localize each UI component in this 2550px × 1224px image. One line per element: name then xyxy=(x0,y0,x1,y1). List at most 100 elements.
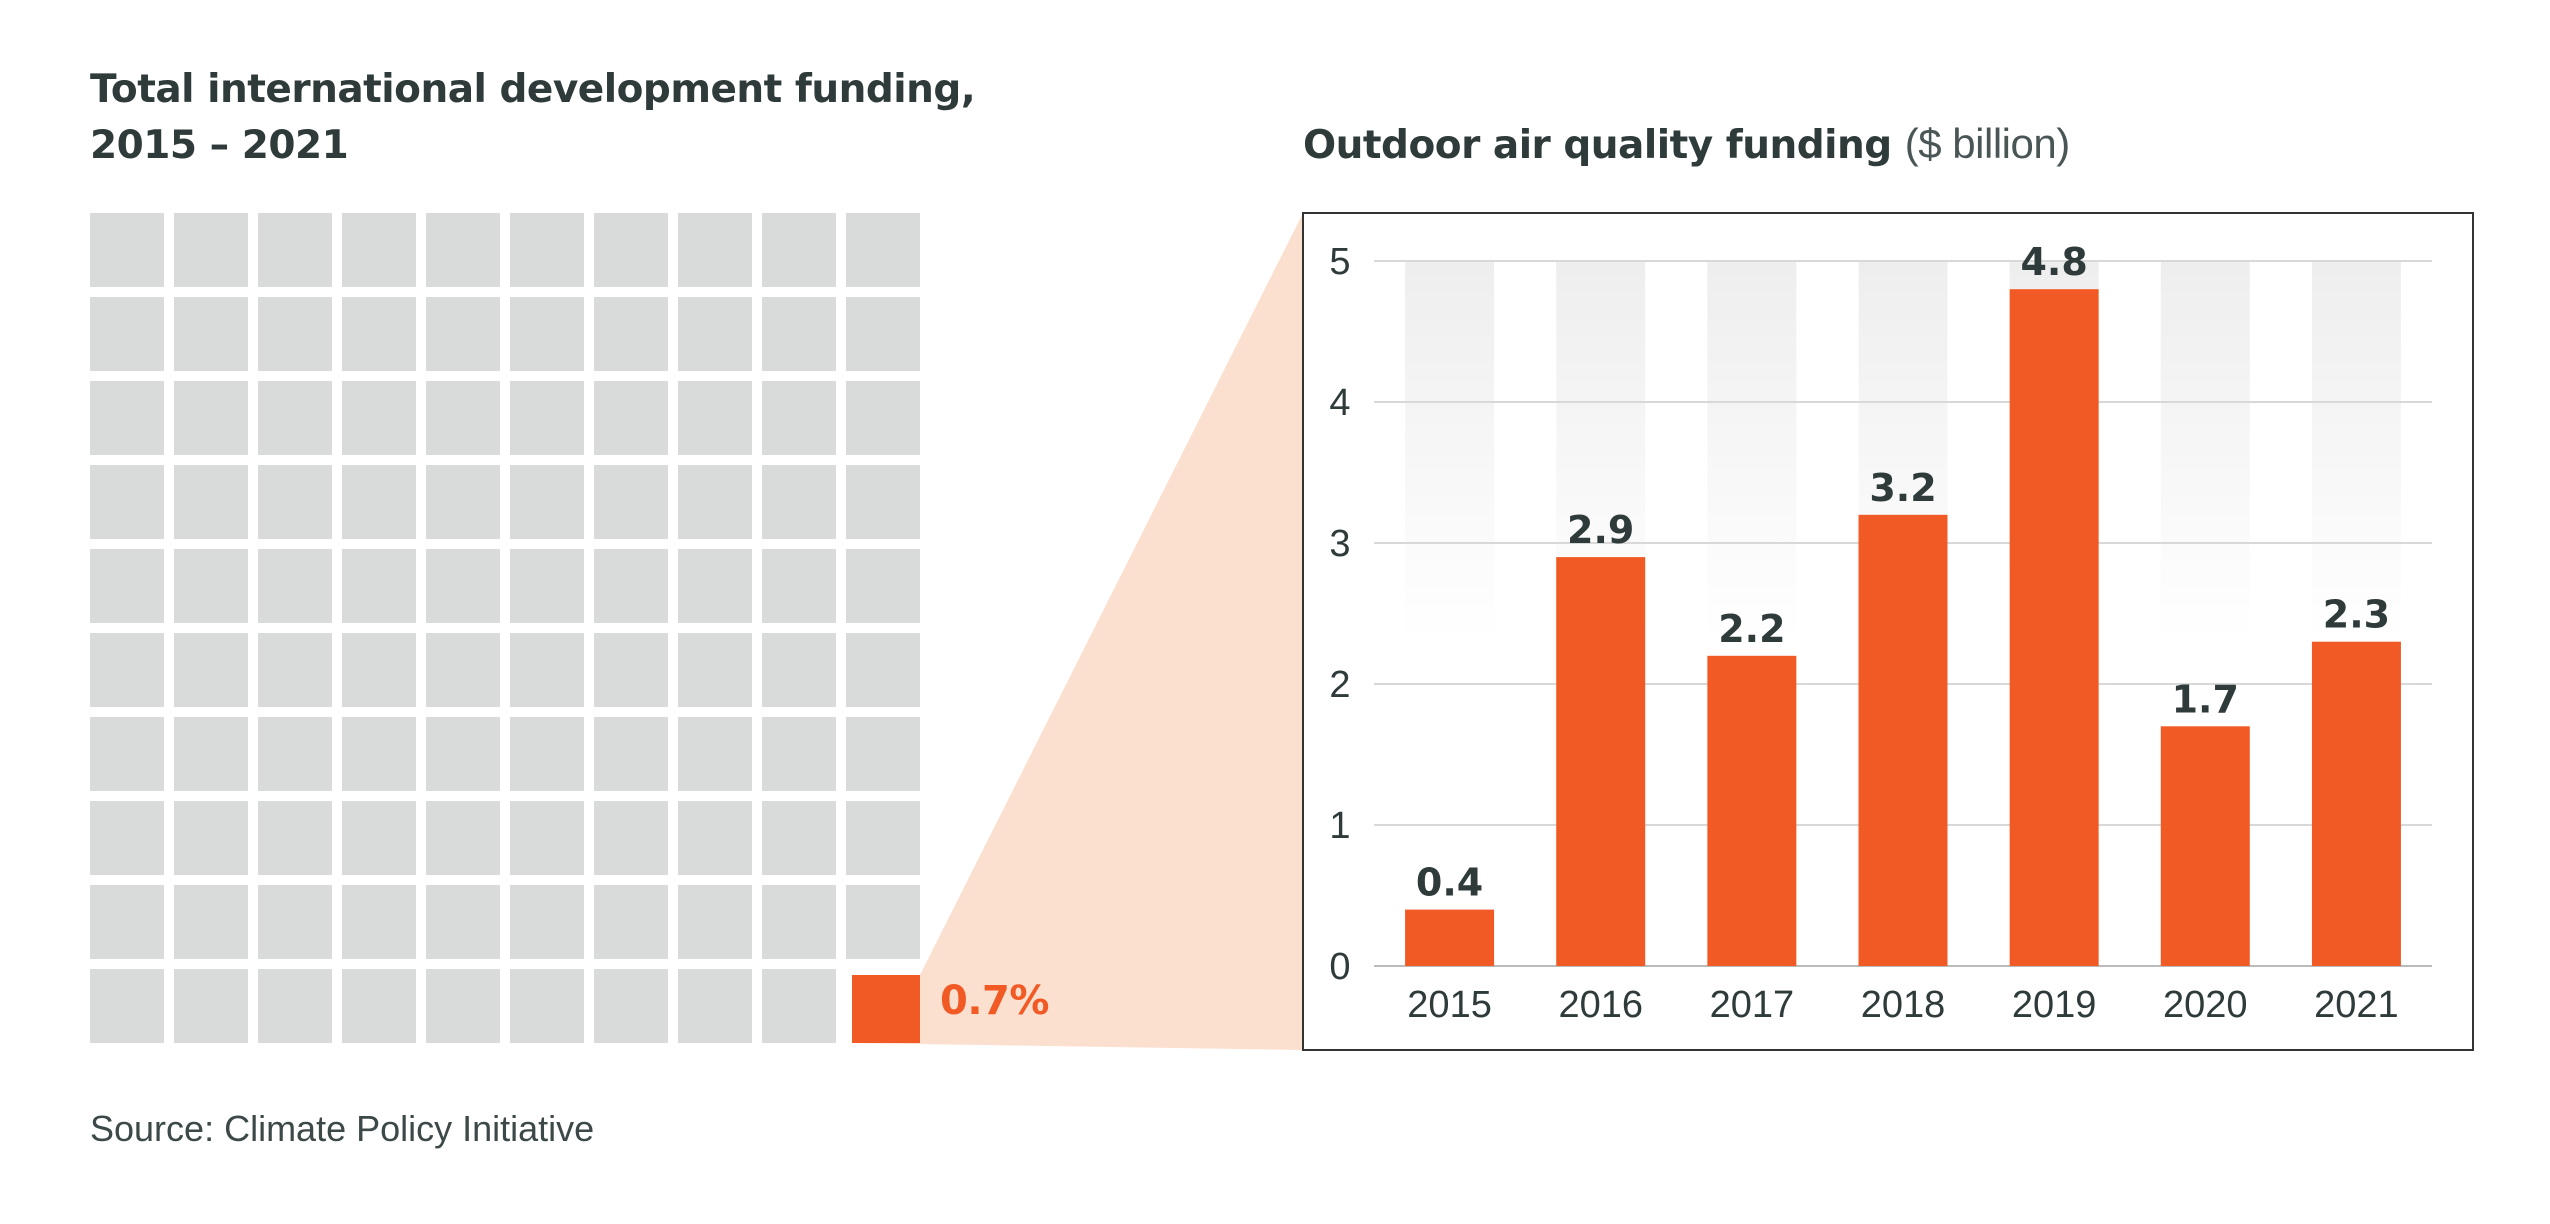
y-tick-label: 0 xyxy=(1329,946,1350,988)
waffle-cell xyxy=(594,297,668,371)
x-tick-label-2016: 2016 xyxy=(1558,984,1643,1026)
waffle-cell xyxy=(258,885,332,959)
waffle-cell xyxy=(426,717,500,791)
share-label: 0.7% xyxy=(940,978,1049,1024)
source-note: Source: Climate Policy Initiative xyxy=(90,1108,595,1149)
waffle-cell xyxy=(762,381,836,455)
waffle-cell xyxy=(90,381,164,455)
waffle-cell xyxy=(762,465,836,539)
value-label-2017: 2.2 xyxy=(1718,607,1785,651)
waffle-cell xyxy=(342,381,416,455)
waffle-cell xyxy=(762,297,836,371)
waffle-cell xyxy=(90,465,164,539)
waffle-cell xyxy=(510,465,584,539)
bar-2017 xyxy=(1707,655,1797,966)
x-tick-label-2018: 2018 xyxy=(1861,984,1946,1026)
waffle-cell xyxy=(762,969,836,1043)
value-label-2021: 2.3 xyxy=(2323,593,2390,637)
waffle-cell xyxy=(762,549,836,623)
waffle-cell xyxy=(174,885,248,959)
waffle-cell xyxy=(342,213,416,287)
waffle-cell xyxy=(594,717,668,791)
waffle-cell xyxy=(342,549,416,623)
waffle-cell xyxy=(678,297,752,371)
waffle-cell xyxy=(258,213,332,287)
waffle-cell xyxy=(426,465,500,539)
waffle-cell xyxy=(342,885,416,959)
waffle-cell xyxy=(174,381,248,455)
waffle-cell xyxy=(510,213,584,287)
waffle-cell xyxy=(678,549,752,623)
bar-2018 xyxy=(1858,514,1948,966)
waffle-cell xyxy=(678,465,752,539)
waffle-cell xyxy=(594,465,668,539)
waffle-cell xyxy=(174,633,248,707)
waffle-cell xyxy=(594,381,668,455)
waffle-cell xyxy=(510,969,584,1043)
chart-title-main: Outdoor air quality funding xyxy=(1303,123,1892,168)
waffle-cell xyxy=(258,801,332,875)
y-tick-label: 5 xyxy=(1329,241,1350,283)
value-label-2020: 1.7 xyxy=(2172,677,2239,721)
x-tick-label-2021: 2021 xyxy=(2314,984,2399,1026)
waffle-cell xyxy=(90,885,164,959)
waffle-cell xyxy=(174,213,248,287)
waffle-cell xyxy=(594,969,668,1043)
waffle-cell xyxy=(846,465,920,539)
bar-background-2021 xyxy=(2311,261,2401,641)
waffle-cell xyxy=(846,297,920,371)
bar-2021 xyxy=(2311,641,2401,966)
waffle-cell xyxy=(426,969,500,1043)
waffle-cell xyxy=(678,801,752,875)
waffle-cell xyxy=(594,885,668,959)
waffle-cell xyxy=(258,381,332,455)
waffle-cell xyxy=(846,549,920,623)
waffle-cell xyxy=(258,549,332,623)
waffle-cell xyxy=(678,717,752,791)
waffle-cell xyxy=(342,297,416,371)
waffle-cell xyxy=(678,633,752,707)
waffle-cell xyxy=(846,801,920,875)
waffle-cell xyxy=(594,213,668,287)
waffle-cell xyxy=(762,717,836,791)
waffle-cell xyxy=(846,381,920,455)
chart-title: Outdoor air quality funding ($ billion) xyxy=(1303,116,2070,174)
waffle-cell xyxy=(762,633,836,707)
waffle-cell xyxy=(90,801,164,875)
x-tick-label-2019: 2019 xyxy=(2012,984,2097,1026)
bar-background-2015 xyxy=(1405,261,1495,641)
waffle-cell xyxy=(846,213,920,287)
waffle-cell xyxy=(426,801,500,875)
waffle-cell xyxy=(174,465,248,539)
waffle-cell xyxy=(762,801,836,875)
waffle-cell xyxy=(846,633,920,707)
waffle-cell xyxy=(258,717,332,791)
x-tick-label-2017: 2017 xyxy=(1710,984,1795,1026)
waffle-title-line2: 2015 – 2021 xyxy=(90,123,349,168)
waffle-cell xyxy=(174,801,248,875)
x-tick-label-2020: 2020 xyxy=(2163,984,2248,1026)
waffle-cell xyxy=(510,297,584,371)
y-tick-label: 1 xyxy=(1329,805,1350,847)
waffle-cell xyxy=(846,717,920,791)
waffle-cell xyxy=(90,969,164,1043)
waffle-cell xyxy=(510,549,584,623)
waffle-cell xyxy=(762,213,836,287)
waffle-cell xyxy=(510,381,584,455)
bar-2015 xyxy=(1405,909,1495,966)
waffle-cell xyxy=(90,297,164,371)
waffle-cell xyxy=(594,549,668,623)
waffle-cell xyxy=(510,633,584,707)
waffle-cell xyxy=(594,633,668,707)
waffle-cell xyxy=(426,885,500,959)
waffle-cell xyxy=(426,549,500,623)
waffle-cell xyxy=(90,213,164,287)
waffle-cell xyxy=(90,549,164,623)
y-tick-label: 3 xyxy=(1329,523,1350,565)
bar-2020 xyxy=(2160,726,2250,966)
y-tick-label: 4 xyxy=(1329,382,1350,424)
waffle-cell xyxy=(342,633,416,707)
